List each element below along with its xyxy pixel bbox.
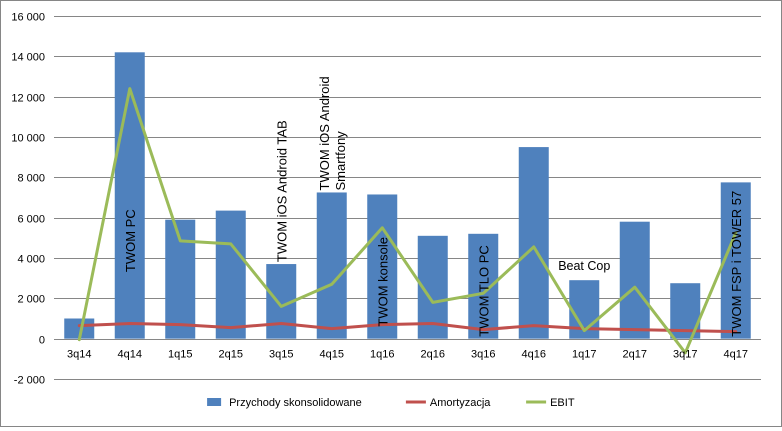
legend-label: Amortyzacja (430, 397, 491, 409)
x-tick-label: 2q17 (623, 349, 647, 361)
x-tick-label: 3q16 (471, 349, 495, 361)
bar (518, 147, 549, 339)
bar (316, 192, 347, 339)
y-tick-label: 2 000 (17, 294, 45, 306)
annotation-group: TWOM PC (123, 209, 138, 272)
x-tick-label: 3q14 (67, 349, 91, 361)
annotation-label: TWOM konsole (375, 237, 390, 327)
axis-layer: -2 000 0 2 000 4 000 6 000 8 000 10 000 12 000 1… (11, 12, 748, 387)
annotation-label: Beat Cop (558, 259, 610, 273)
bar (215, 210, 246, 339)
bar (114, 52, 145, 339)
legend-layer: Przychody skonsolidowane Amortyzacja EBIT (207, 397, 575, 409)
y-tick-label: 12 000 (11, 93, 45, 105)
y-tick-label: 4 000 (17, 254, 45, 266)
bar (367, 194, 398, 339)
y-tick-label: 8 000 (17, 173, 45, 185)
x-tick-label: 2q15 (219, 349, 243, 361)
annotation-layer: TWOM PC TWOM iOS Android TAB TWOM iOS Andr… (123, 76, 744, 336)
y-tick-label: 16 000 (11, 12, 45, 24)
bars-layer (64, 52, 751, 339)
y-tick-label: -2 000 (14, 375, 45, 387)
legend-label: EBIT (550, 397, 575, 409)
x-tick-label: 1q17 (572, 349, 596, 361)
lines-layer (77, 87, 738, 355)
annotation-label: TWOM iOS Android (317, 76, 332, 190)
annotation-group: TWOM iOS Android TAB (274, 120, 289, 262)
x-tick-label: 4q16 (522, 349, 546, 361)
y-tick-label: 14 000 (11, 52, 45, 64)
annotation-label: Smartfony (333, 131, 348, 191)
annotation-label: TWOM PC (123, 209, 138, 272)
annotation-label: TWOM TLO PC (476, 245, 491, 336)
bar (468, 233, 499, 339)
x-tick-label: 4q15 (320, 349, 344, 361)
annotation-label: TWOM FSP i TOWER 57 (729, 191, 744, 337)
legend-label: Przychody skonsolidowane (229, 397, 362, 409)
annotation-group: TWOM konsole (375, 237, 390, 327)
annotation-group: TWOM TLO PC (476, 245, 491, 336)
x-tick-label: 3q15 (269, 349, 293, 361)
y-tick-label: 10 000 (11, 133, 45, 145)
x-tick-label: 1q16 (370, 349, 394, 361)
x-tick-label: 3q17 (673, 349, 697, 361)
annotation-group: TWOM FSP i TOWER 57 (729, 191, 744, 337)
x-tick-label: 4q17 (724, 349, 748, 361)
bar (619, 221, 650, 339)
annotation-label: TWOM iOS Android TAB (274, 120, 289, 262)
bar (64, 318, 95, 339)
x-tick-label: 2q16 (421, 349, 445, 361)
amortyzacja-line (77, 322, 738, 334)
x-tick-label: 4q14 (118, 349, 142, 361)
ebit-line (77, 87, 738, 355)
x-tick-label: 1q15 (168, 349, 192, 361)
y-tick-label: 6 000 (17, 214, 45, 226)
annotation-group: TWOM iOS Android Smartfony (317, 76, 348, 190)
legend-swatch (207, 398, 222, 406)
y-tick-label: 0 (39, 335, 45, 347)
